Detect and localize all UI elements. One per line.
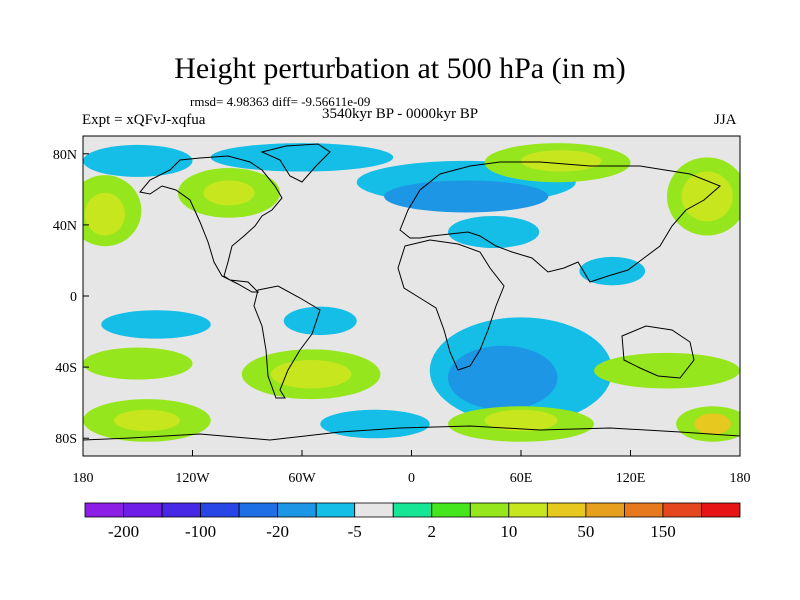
colorbar-label: 10 [500, 522, 517, 541]
x-tick-label: 120W [175, 471, 210, 486]
contour-region-19 [594, 352, 740, 389]
x-tick-label: 180 [730, 471, 751, 486]
contour-region-22 [270, 360, 352, 389]
contour-region-4 [448, 216, 540, 248]
colorbar-swatch [392, 502, 433, 518]
contour-region-14 [101, 310, 211, 339]
y-tick-label: 0 [70, 290, 77, 305]
contour-region-28 [114, 409, 180, 432]
colorbar-swatch [123, 502, 163, 518]
colorbar-label: -200 [108, 522, 139, 541]
coastline-south-america [253, 285, 321, 399]
colorbar-swatch [508, 502, 548, 518]
colorbar-label: -5 [348, 522, 362, 541]
colorbar: -200 -100 -20 -5 2 10 50 150 [84, 502, 741, 541]
colorbar-swatch [469, 502, 510, 518]
contour-region-13 [203, 180, 255, 206]
colorbar-swatch [624, 502, 664, 518]
colorbar-swatch [701, 502, 741, 518]
colorbar-swatch [546, 502, 587, 518]
contour-region-20 [83, 347, 193, 380]
colorbar-swatch [354, 502, 394, 518]
x-tick-label: 60W [288, 471, 316, 486]
colorbar-label: 50 [577, 522, 594, 541]
contour-region-3 [384, 180, 549, 213]
coastline-africa [397, 239, 505, 371]
coastlines [83, 143, 740, 441]
colorbar-label: -100 [185, 522, 216, 541]
y-tick-label: 40S [55, 361, 77, 376]
contour-region-1 [210, 143, 394, 172]
colorbar-swatch [238, 502, 279, 518]
coastline-australia [621, 325, 695, 379]
colorbar-label: 2 [428, 522, 437, 541]
contour-region-15 [283, 306, 357, 336]
contour-region-9 [681, 171, 733, 222]
contour-region-0 [83, 144, 193, 177]
contour-region-24 [484, 409, 558, 432]
season-label: JJA [714, 112, 737, 128]
contour-region-26 [694, 413, 731, 435]
latitude-axis: 80N 40N 0 40S 80S [53, 148, 89, 447]
x-tick-label: 0 [408, 471, 415, 486]
y-tick-label: 80S [55, 432, 77, 447]
colorbar-swatch [200, 502, 240, 518]
experiment-label: Expt = xQFvJ-xqfua [82, 112, 206, 128]
map-plot-area: 180 120W 60W 0 60E 120E 180 80N 40N 0 40S 80S [53, 135, 751, 486]
longitude-axis: 180 120W 60W 0 60E 120E 180 [73, 450, 751, 486]
y-tick-label: 40N [53, 219, 77, 234]
colorbar-label: 150 [650, 522, 676, 541]
contour-region-17 [448, 345, 558, 410]
colorbar-swatch [662, 502, 702, 518]
coastline-greenland [260, 143, 331, 183]
coastline-eurasia [399, 161, 721, 283]
x-tick-label: 180 [73, 471, 94, 486]
colorbar-swatch [315, 502, 356, 518]
contour-region-7 [521, 150, 602, 172]
colorbar-swatch [277, 502, 317, 518]
x-tick-label: 120E [616, 471, 646, 486]
rmsd-diff-subtitle: rmsd= 4.98363 diff= -9.56611e-09 [190, 94, 371, 109]
colorbar-swatch [84, 502, 124, 518]
coastline-antarctica [83, 425, 740, 441]
y-tick-label: 80N [53, 148, 77, 163]
contour-region-18 [320, 409, 430, 439]
colorbar-swatch [431, 502, 471, 518]
colorbar-label: -20 [266, 522, 289, 541]
colorbar-swatch [161, 502, 201, 518]
x-tick-label: 60E [510, 471, 533, 486]
colorbar-swatch [585, 502, 625, 518]
contour-region-5 [579, 256, 646, 286]
coastline-north-america [139, 155, 283, 293]
time-period-label: 3540kyr BP - 0000kyr BP [322, 106, 479, 122]
contour-region-11 [84, 192, 125, 236]
plot-title: Height perturbation at 500 hPa (in m) [174, 52, 626, 85]
contour-regions [83, 143, 740, 442]
